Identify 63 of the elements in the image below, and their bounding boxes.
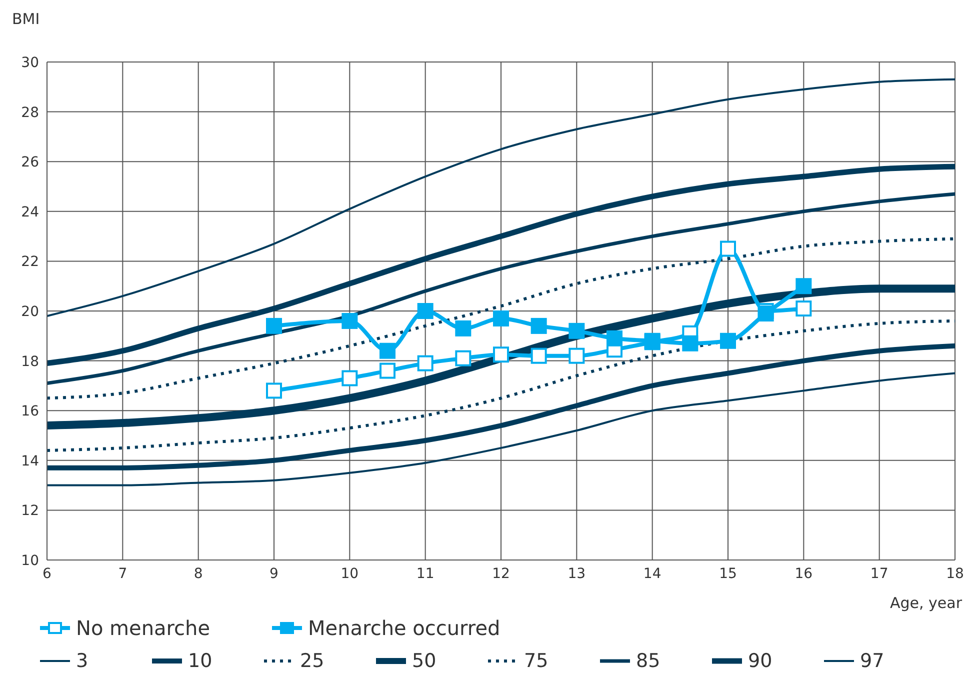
y-tick-label: 12 bbox=[21, 503, 39, 520]
x-tick-label: 11 bbox=[416, 566, 434, 582]
point bbox=[796, 300, 812, 317]
point bbox=[380, 342, 396, 359]
point bbox=[455, 350, 472, 366]
y-tick-label: 18 bbox=[21, 354, 39, 370]
x-tick-label: 12 bbox=[492, 566, 510, 582]
point bbox=[796, 278, 812, 294]
x-tick-label: 16 bbox=[794, 566, 813, 582]
x-axis-title: Age, year bbox=[888, 594, 962, 612]
point bbox=[682, 335, 698, 352]
point bbox=[455, 320, 472, 336]
x-tick-label: 17 bbox=[870, 566, 888, 582]
legend-label: 75 bbox=[524, 650, 548, 672]
y-tick-label: 20 bbox=[21, 304, 39, 320]
x-tick-label: 13 bbox=[568, 566, 586, 582]
point bbox=[493, 346, 509, 363]
x-tick-label: 15 bbox=[719, 566, 737, 582]
point bbox=[720, 240, 736, 257]
x-tick-label: 6 bbox=[42, 566, 52, 582]
point bbox=[417, 303, 434, 319]
y-tick-label: 10 bbox=[21, 552, 39, 569]
y-tick-label: 14 bbox=[21, 453, 40, 470]
point bbox=[493, 310, 509, 326]
x-tick-label: 8 bbox=[194, 566, 203, 582]
point bbox=[530, 348, 547, 364]
point bbox=[530, 318, 547, 334]
point bbox=[380, 362, 396, 379]
x-tick-label: 9 bbox=[270, 566, 278, 582]
line-series bbox=[47, 319, 955, 452]
y-tick-label: 16 bbox=[21, 404, 40, 420]
line-series bbox=[47, 78, 955, 317]
y-tick-label: 28 bbox=[21, 104, 39, 121]
legend-label: 3 bbox=[76, 650, 88, 672]
point bbox=[606, 330, 622, 346]
line-series bbox=[47, 237, 955, 400]
y-axis-title: BMI bbox=[12, 10, 40, 28]
x-tick-label: 7 bbox=[118, 566, 128, 582]
point bbox=[417, 355, 434, 372]
x-tick-label: 14 bbox=[643, 566, 662, 582]
line-series bbox=[47, 372, 955, 486]
point bbox=[568, 322, 585, 339]
y-tick-label: 30 bbox=[21, 54, 39, 71]
y-tick-label: 22 bbox=[21, 254, 39, 270]
legend-label: 85 bbox=[636, 650, 660, 672]
legend-label: 25 bbox=[300, 650, 324, 672]
point bbox=[266, 382, 282, 399]
legend-label: 50 bbox=[412, 650, 436, 672]
point bbox=[342, 312, 358, 329]
y-tick-label: 26 bbox=[21, 154, 40, 171]
legend-label: 90 bbox=[748, 650, 772, 672]
x-tick-label: 18 bbox=[946, 566, 964, 582]
point bbox=[720, 332, 736, 349]
point bbox=[266, 318, 282, 334]
y-tick-label: 24 bbox=[21, 204, 40, 220]
legend-label: Menarche occurred bbox=[308, 616, 500, 640]
legend-label: 97 bbox=[860, 650, 884, 672]
legend-label: 10 bbox=[188, 650, 212, 672]
line-series bbox=[47, 192, 955, 385]
point bbox=[342, 370, 358, 386]
legend-label: No menarche bbox=[76, 616, 210, 640]
x-tick-label: 10 bbox=[340, 566, 359, 582]
point bbox=[568, 348, 585, 364]
